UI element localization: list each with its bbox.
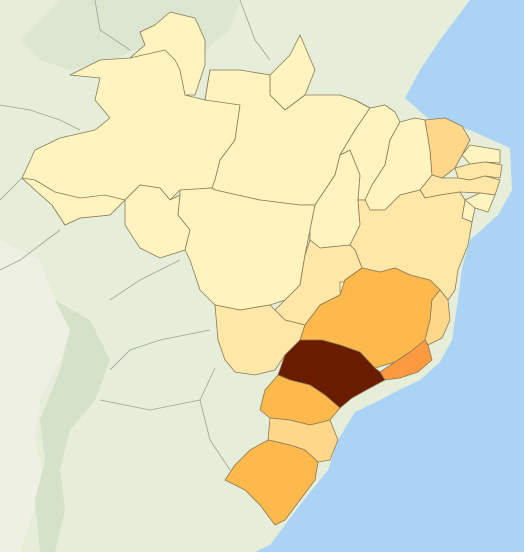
state-ceara[interactable] [424, 117, 471, 179]
state-rio-grande-do-sul[interactable] [224, 439, 319, 526]
country-border [0, 104, 81, 131]
states-layer [21, 11, 503, 526]
country-border [109, 259, 181, 301]
country-border [94, 0, 131, 51]
country-border [0, 177, 23, 201]
country-border [199, 367, 231, 471]
state-mato-grosso[interactable] [177, 187, 316, 311]
state-alagoas[interactable] [464, 192, 496, 213]
andes-terrain [0, 240, 70, 552]
country-border [0, 229, 61, 271]
state-roraima[interactable] [129, 11, 206, 96]
state-acre[interactable] [21, 177, 126, 226]
country-border [109, 329, 211, 371]
country-border [239, 0, 271, 61]
country-border [99, 399, 201, 411]
andes-shade [35, 300, 110, 552]
